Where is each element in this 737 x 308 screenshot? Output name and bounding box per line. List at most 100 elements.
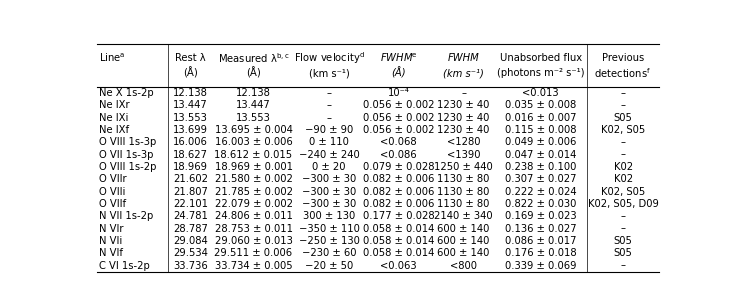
Text: Unabsorbed flux: Unabsorbed flux bbox=[500, 53, 581, 63]
Text: 21.602: 21.602 bbox=[173, 174, 208, 184]
Text: 0.176 ± 0.018: 0.176 ± 0.018 bbox=[505, 248, 576, 258]
Text: –: – bbox=[326, 88, 332, 98]
Text: 0.058 ± 0.014: 0.058 ± 0.014 bbox=[363, 236, 434, 246]
Text: 33.736: 33.736 bbox=[173, 261, 208, 271]
Text: 18.969: 18.969 bbox=[173, 162, 208, 172]
Text: –: – bbox=[326, 113, 332, 123]
Text: K02: K02 bbox=[613, 174, 632, 184]
Text: 18.627: 18.627 bbox=[173, 150, 208, 160]
Text: 0.049 ± 0.006: 0.049 ± 0.006 bbox=[505, 137, 576, 147]
Text: 21.807: 21.807 bbox=[173, 187, 208, 197]
Text: 29.534: 29.534 bbox=[173, 248, 208, 258]
Text: 28.787: 28.787 bbox=[173, 224, 208, 233]
Text: −20 ± 50: −20 ± 50 bbox=[305, 261, 353, 271]
Text: 0 ± 20: 0 ± 20 bbox=[312, 162, 346, 172]
Text: <800: <800 bbox=[450, 261, 477, 271]
Text: 1130 ± 80: 1130 ± 80 bbox=[437, 174, 489, 184]
Text: 12.138: 12.138 bbox=[236, 88, 271, 98]
Text: 0.177 ± 0.028: 0.177 ± 0.028 bbox=[363, 211, 434, 221]
Text: Ne IXi: Ne IXi bbox=[99, 113, 128, 123]
Text: 2140 ± 340: 2140 ± 340 bbox=[434, 211, 493, 221]
Text: N VII 1s-2p: N VII 1s-2p bbox=[99, 211, 153, 221]
Text: –: – bbox=[621, 224, 626, 233]
Text: 29.511 ± 0.006: 29.511 ± 0.006 bbox=[214, 248, 293, 258]
Text: –: – bbox=[621, 211, 626, 221]
Text: –: – bbox=[621, 100, 626, 110]
Text: 0.058 ± 0.014: 0.058 ± 0.014 bbox=[363, 224, 434, 233]
Text: 16.006: 16.006 bbox=[173, 137, 208, 147]
Text: (Å): (Å) bbox=[246, 67, 261, 79]
Text: K02, S05, D09: K02, S05, D09 bbox=[587, 199, 659, 209]
Text: –: – bbox=[621, 261, 626, 271]
Text: 1250 ± 440: 1250 ± 440 bbox=[434, 162, 493, 172]
Text: 13.553: 13.553 bbox=[236, 113, 271, 123]
Text: 21.785 ± 0.002: 21.785 ± 0.002 bbox=[214, 187, 293, 197]
Text: −90 ± 90: −90 ± 90 bbox=[305, 125, 353, 135]
Text: 0.082 ± 0.006: 0.082 ± 0.006 bbox=[363, 174, 434, 184]
Text: 0.222 ± 0.024: 0.222 ± 0.024 bbox=[505, 187, 576, 197]
Text: –: – bbox=[621, 137, 626, 147]
Text: 13.699: 13.699 bbox=[173, 125, 208, 135]
Text: Previous: Previous bbox=[602, 53, 644, 63]
Text: O VIII 1s-2p: O VIII 1s-2p bbox=[99, 162, 156, 172]
Text: 1130 ± 80: 1130 ± 80 bbox=[437, 199, 489, 209]
Text: FWHM: FWHM bbox=[447, 53, 479, 63]
Text: Line$^{\rm a}$: Line$^{\rm a}$ bbox=[99, 51, 125, 64]
Text: 0.086 ± 0.017: 0.086 ± 0.017 bbox=[505, 236, 576, 246]
Text: 22.079 ± 0.002: 22.079 ± 0.002 bbox=[214, 199, 293, 209]
Text: 0.035 ± 0.008: 0.035 ± 0.008 bbox=[505, 100, 576, 110]
Text: <0.063: <0.063 bbox=[380, 261, 417, 271]
Text: 0.082 ± 0.006: 0.082 ± 0.006 bbox=[363, 199, 434, 209]
Text: –: – bbox=[326, 100, 332, 110]
Text: <1390: <1390 bbox=[447, 150, 481, 160]
Text: 0.082 ± 0.006: 0.082 ± 0.006 bbox=[363, 187, 434, 197]
Text: K02, S05: K02, S05 bbox=[601, 125, 645, 135]
Text: Flow velocity$^{\rm d}$: Flow velocity$^{\rm d}$ bbox=[293, 50, 365, 66]
Text: detections$^{\rm f}$: detections$^{\rm f}$ bbox=[595, 66, 652, 80]
Text: 13.695 ± 0.004: 13.695 ± 0.004 bbox=[214, 125, 293, 135]
Text: FWHM$^{\rm e}$: FWHM$^{\rm e}$ bbox=[380, 51, 417, 64]
Text: N VIr: N VIr bbox=[99, 224, 124, 233]
Text: 0.115 ± 0.008: 0.115 ± 0.008 bbox=[505, 125, 576, 135]
Text: 18.612 ± 0.015: 18.612 ± 0.015 bbox=[214, 150, 293, 160]
Text: 0.339 ± 0.069: 0.339 ± 0.069 bbox=[505, 261, 576, 271]
Text: S05: S05 bbox=[614, 113, 632, 123]
Text: −240 ± 240: −240 ± 240 bbox=[298, 150, 360, 160]
Text: 24.781: 24.781 bbox=[173, 211, 208, 221]
Text: −300 ± 30: −300 ± 30 bbox=[302, 199, 356, 209]
Text: (Å): (Å) bbox=[183, 67, 198, 79]
Text: 33.734 ± 0.005: 33.734 ± 0.005 bbox=[214, 261, 293, 271]
Text: −350 ± 110: −350 ± 110 bbox=[298, 224, 360, 233]
Text: 0.307 ± 0.027: 0.307 ± 0.027 bbox=[505, 174, 576, 184]
Text: 0.058 ± 0.014: 0.058 ± 0.014 bbox=[363, 248, 434, 258]
Text: 1230 ± 40: 1230 ± 40 bbox=[437, 125, 489, 135]
Text: K02, S05: K02, S05 bbox=[601, 187, 645, 197]
Text: 13.447: 13.447 bbox=[173, 100, 208, 110]
Text: –: – bbox=[461, 88, 466, 98]
Text: 0.169 ± 0.023: 0.169 ± 0.023 bbox=[505, 211, 576, 221]
Text: 600 ± 140: 600 ± 140 bbox=[437, 236, 489, 246]
Text: 600 ± 140: 600 ± 140 bbox=[437, 224, 489, 233]
Text: 0.822 ± 0.030: 0.822 ± 0.030 bbox=[505, 199, 576, 209]
Text: N VIf: N VIf bbox=[99, 248, 123, 258]
Text: 18.969 ± 0.001: 18.969 ± 0.001 bbox=[214, 162, 293, 172]
Text: 1230 ± 40: 1230 ± 40 bbox=[437, 113, 489, 123]
Text: O VIIi: O VIIi bbox=[99, 187, 125, 197]
Text: 1230 ± 40: 1230 ± 40 bbox=[437, 100, 489, 110]
Text: 1130 ± 80: 1130 ± 80 bbox=[437, 187, 489, 197]
Text: 10⁻⁴: 10⁻⁴ bbox=[388, 88, 410, 98]
Text: 12.138: 12.138 bbox=[173, 88, 208, 98]
Text: 0.056 ± 0.002: 0.056 ± 0.002 bbox=[363, 125, 434, 135]
Text: –: – bbox=[621, 88, 626, 98]
Text: 13.447: 13.447 bbox=[236, 100, 271, 110]
Text: Measured λ$^{\rm b,c}$: Measured λ$^{\rm b,c}$ bbox=[217, 51, 290, 65]
Text: 600 ± 140: 600 ± 140 bbox=[437, 248, 489, 258]
Text: 28.753 ± 0.011: 28.753 ± 0.011 bbox=[214, 224, 293, 233]
Text: 0.047 ± 0.014: 0.047 ± 0.014 bbox=[505, 150, 576, 160]
Text: –: – bbox=[621, 150, 626, 160]
Text: 0 ± 110: 0 ± 110 bbox=[309, 137, 349, 147]
Text: (km s⁻¹): (km s⁻¹) bbox=[309, 68, 349, 78]
Text: (km s⁻¹): (km s⁻¹) bbox=[443, 68, 484, 78]
Text: O VIII 1s-3p: O VIII 1s-3p bbox=[99, 137, 156, 147]
Text: Ne IXf: Ne IXf bbox=[99, 125, 129, 135]
